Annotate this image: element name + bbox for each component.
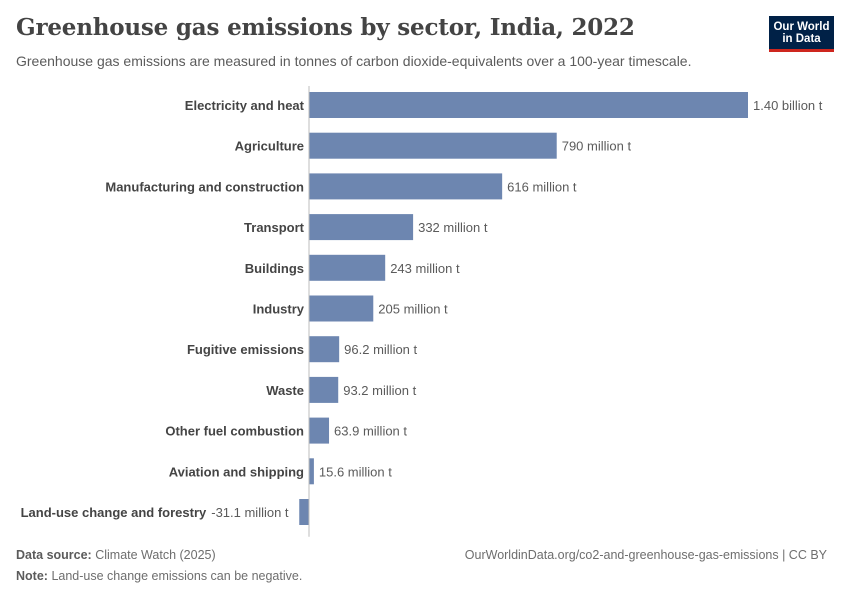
bar[interactable] <box>309 336 340 363</box>
category-label: Fugitive emissions <box>187 342 304 357</box>
value-label: 616 million t <box>507 179 577 194</box>
category-label: Electricity and heat <box>185 98 305 113</box>
value-label: 63.9 million t <box>334 424 407 439</box>
note-text: Land-use change emissions can be negativ… <box>51 569 303 583</box>
category-label: Land-use change and forestry <box>21 505 207 520</box>
bar[interactable] <box>299 499 309 525</box>
bar[interactable] <box>309 417 330 444</box>
bar[interactable] <box>309 214 414 241</box>
category-label: Manufacturing and construction <box>105 179 304 194</box>
chart-title: Greenhouse gas emissions by sector, Indi… <box>16 14 635 41</box>
bar-chart: Electricity and heat 1.40 billion t Agricu… <box>21 86 823 537</box>
value-label: 93.2 million t <box>343 383 416 398</box>
note-label: Note: <box>16 569 48 583</box>
bar[interactable] <box>309 173 503 200</box>
value-label: 205 million t <box>378 302 448 317</box>
category-label: Industry <box>253 302 305 317</box>
category-label: Agriculture <box>235 139 304 154</box>
value-label: 243 million t <box>390 261 460 276</box>
data-source-value[interactable]: Climate Watch (2025) <box>95 548 216 562</box>
bar[interactable] <box>309 132 557 159</box>
category-label: Waste <box>266 383 304 398</box>
data-source: Data source: Climate Watch (2025) <box>16 548 216 562</box>
value-label: 790 million t <box>562 139 632 154</box>
bar[interactable] <box>309 92 748 118</box>
data-source-label: Data source: <box>16 548 92 562</box>
category-label: Aviation and shipping <box>169 464 304 479</box>
value-label: -31.1 million t <box>211 505 289 520</box>
logo-line-2: in Data <box>782 33 821 45</box>
bar[interactable] <box>309 254 386 281</box>
bar[interactable] <box>309 295 374 322</box>
bar[interactable] <box>309 458 314 485</box>
value-label: 332 million t <box>418 220 488 235</box>
credit-link[interactable]: OurWorldinData.org/co2-and-greenhouse-ga… <box>464 548 827 562</box>
category-label: Other fuel combustion <box>165 424 304 439</box>
bar[interactable] <box>309 376 339 403</box>
category-label: Transport <box>244 220 305 235</box>
owid-logo[interactable]: Our World in Data <box>769 16 834 52</box>
category-label: Buildings <box>245 261 304 276</box>
logo-line-1: Our World <box>773 21 830 33</box>
footnote: Note: Land-use change emissions can be n… <box>16 569 302 583</box>
chart-subtitle: Greenhouse gas emissions are measured in… <box>16 53 692 69</box>
value-label: 15.6 million t <box>319 464 392 479</box>
value-label: 96.2 million t <box>344 342 417 357</box>
value-label: 1.40 billion t <box>753 98 823 113</box>
